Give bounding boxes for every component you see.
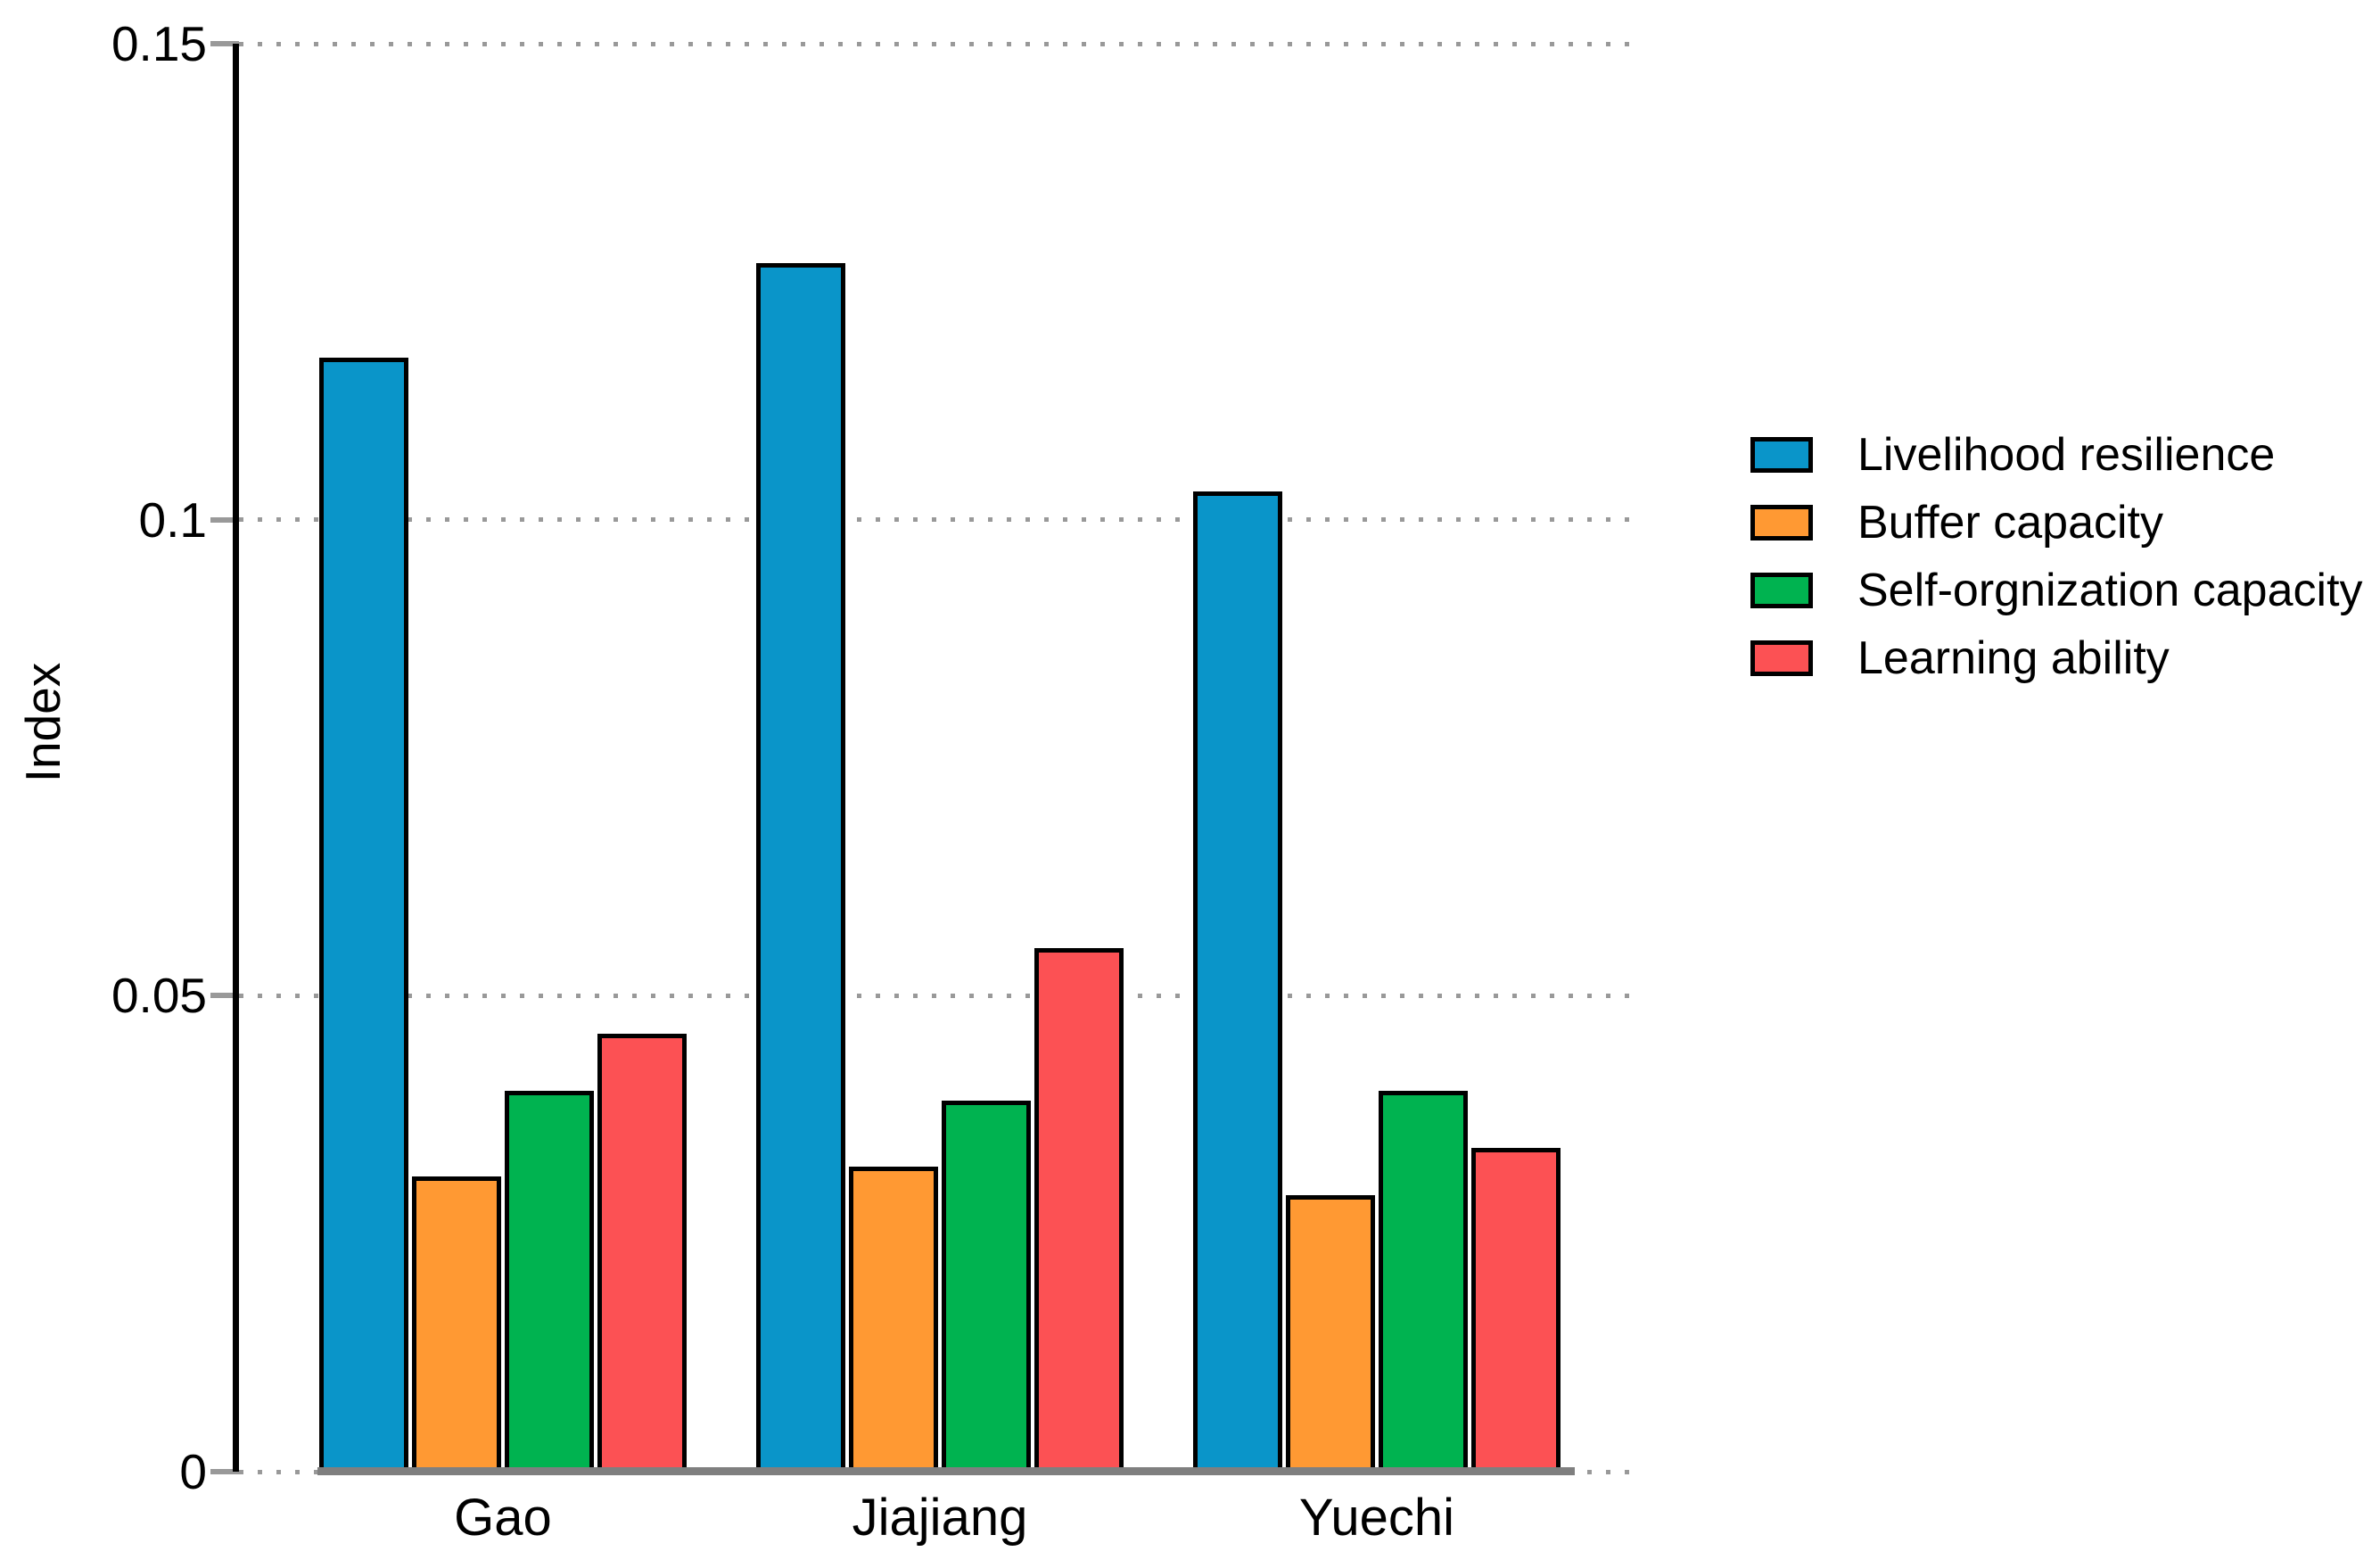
- y-tick-mark-0: [210, 1469, 239, 1474]
- y-tick-mark-0.05: [210, 993, 239, 999]
- x-axis-baseline: [317, 1467, 1575, 1475]
- bar-jiajiang-self-orgnization-capacity: [942, 1100, 1031, 1472]
- y-tick-label: 0.15: [111, 16, 207, 71]
- legend-row: Buffer capacity: [1750, 489, 2363, 557]
- y-axis-title: Index: [15, 662, 70, 783]
- bar-gao-self-orgnization-capacity: [505, 1091, 594, 1472]
- legend-swatch-icon: [1750, 505, 1813, 541]
- x-tick-label-yuechi: Yuechi: [1298, 1489, 1455, 1547]
- y-tick-label: 0: [179, 1444, 207, 1499]
- legend-row: Learning ability: [1750, 624, 2363, 692]
- legend-label: Livelihood resilience: [1857, 429, 2276, 481]
- legend-swatch-icon: [1750, 437, 1813, 473]
- x-tick-label-jiajiang: Jiajiang: [852, 1489, 1028, 1547]
- bar-yuechi-learning-ability: [1471, 1148, 1561, 1472]
- gridline-0.1: [239, 517, 1632, 523]
- plot-area: [210, 41, 1632, 1475]
- legend-label: Learning ability: [1857, 632, 2170, 684]
- y-tick-mark-0.15: [210, 41, 239, 46]
- bar-yuechi-livelihood-resilience: [1193, 491, 1282, 1472]
- legend-label: Buffer capacity: [1857, 497, 2164, 549]
- bar-jiajiang-buffer-capacity: [849, 1167, 938, 1472]
- legend: Livelihood resilience Buffer capacity Self…: [1750, 421, 2363, 692]
- legend-swatch-icon: [1750, 640, 1813, 676]
- legend-swatch-icon: [1750, 573, 1813, 608]
- bar-gao-learning-ability: [597, 1034, 687, 1472]
- bar-yuechi-self-orgnization-capacity: [1379, 1091, 1468, 1472]
- bar-jiajiang-livelihood-resilience: [756, 262, 845, 1472]
- y-tick-label: 0.1: [138, 491, 207, 548]
- legend-label: Self-orgnization capacity: [1857, 565, 2363, 616]
- bar-gao-buffer-capacity: [412, 1176, 501, 1472]
- y-axis-line: [233, 44, 239, 1472]
- y-tick-label: 0.05: [111, 968, 207, 1024]
- y-tick-mark-0.1: [210, 516, 239, 523]
- bar-jiajiang-learning-ability: [1034, 947, 1124, 1472]
- bar-yuechi-buffer-capacity: [1286, 1195, 1375, 1472]
- bar-gao-livelihood-resilience: [319, 358, 408, 1472]
- gridline-0.05: [239, 993, 1632, 998]
- legend-row: Self-orgnization capacity: [1750, 557, 2363, 624]
- x-tick-label-gao: Gao: [454, 1489, 552, 1547]
- gridline-0.15: [239, 41, 1632, 46]
- legend-row: Livelihood resilience: [1750, 421, 2363, 489]
